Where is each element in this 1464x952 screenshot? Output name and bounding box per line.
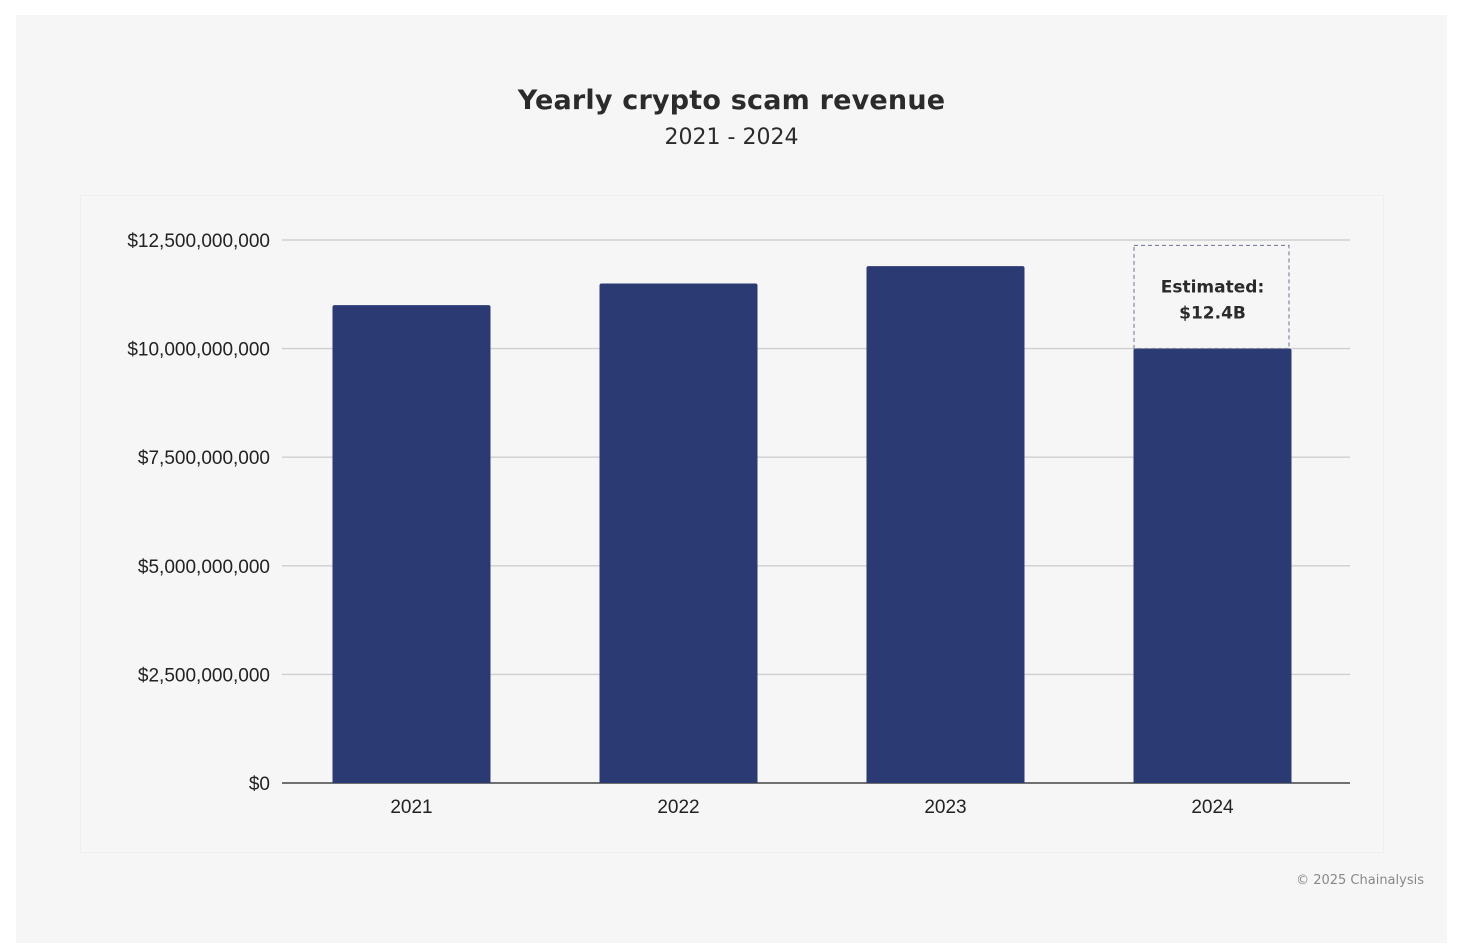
estimate-annotation: Estimated: $12.4B (1133, 244, 1290, 350)
y-axis-tick-labels: $0 $2,500,000,000 $5,000,000,000 $7,500,000… (127, 231, 270, 795)
x-tick-label: 2024 (1191, 797, 1234, 818)
x-tick-label: 2022 (657, 797, 699, 818)
estimate-label: Estimated: (1161, 277, 1265, 297)
chart-title: Yearly crypto scam revenue (517, 85, 946, 116)
bar-2022 (599, 283, 758, 783)
y-tick-label: $2,500,000,000 (138, 665, 270, 686)
y-tick-label: $5,000,000,000 (138, 557, 270, 578)
bar-2024 (1133, 348, 1292, 783)
y-tick-label: $7,500,000,000 (138, 448, 270, 469)
y-tick-label: $12,500,000,000 (127, 231, 270, 252)
x-axis-tick-labels: 2021 2022 2023 2024 (390, 797, 1234, 818)
bars (332, 266, 1292, 784)
chart-subtitle: 2021 - 2024 (664, 125, 799, 150)
bar-2021 (332, 305, 491, 783)
bar-2023 (866, 266, 1025, 784)
x-tick-label: 2021 (390, 797, 432, 818)
y-tick-label: $0 (249, 774, 270, 795)
estimate-value: $12.4B (1179, 303, 1246, 323)
copyright-credit: © 2025 Chainalysis (1296, 873, 1424, 888)
x-tick-label: 2023 (924, 797, 966, 818)
estimate-box (1133, 244, 1290, 350)
y-tick-label: $10,000,000,000 (127, 340, 270, 361)
